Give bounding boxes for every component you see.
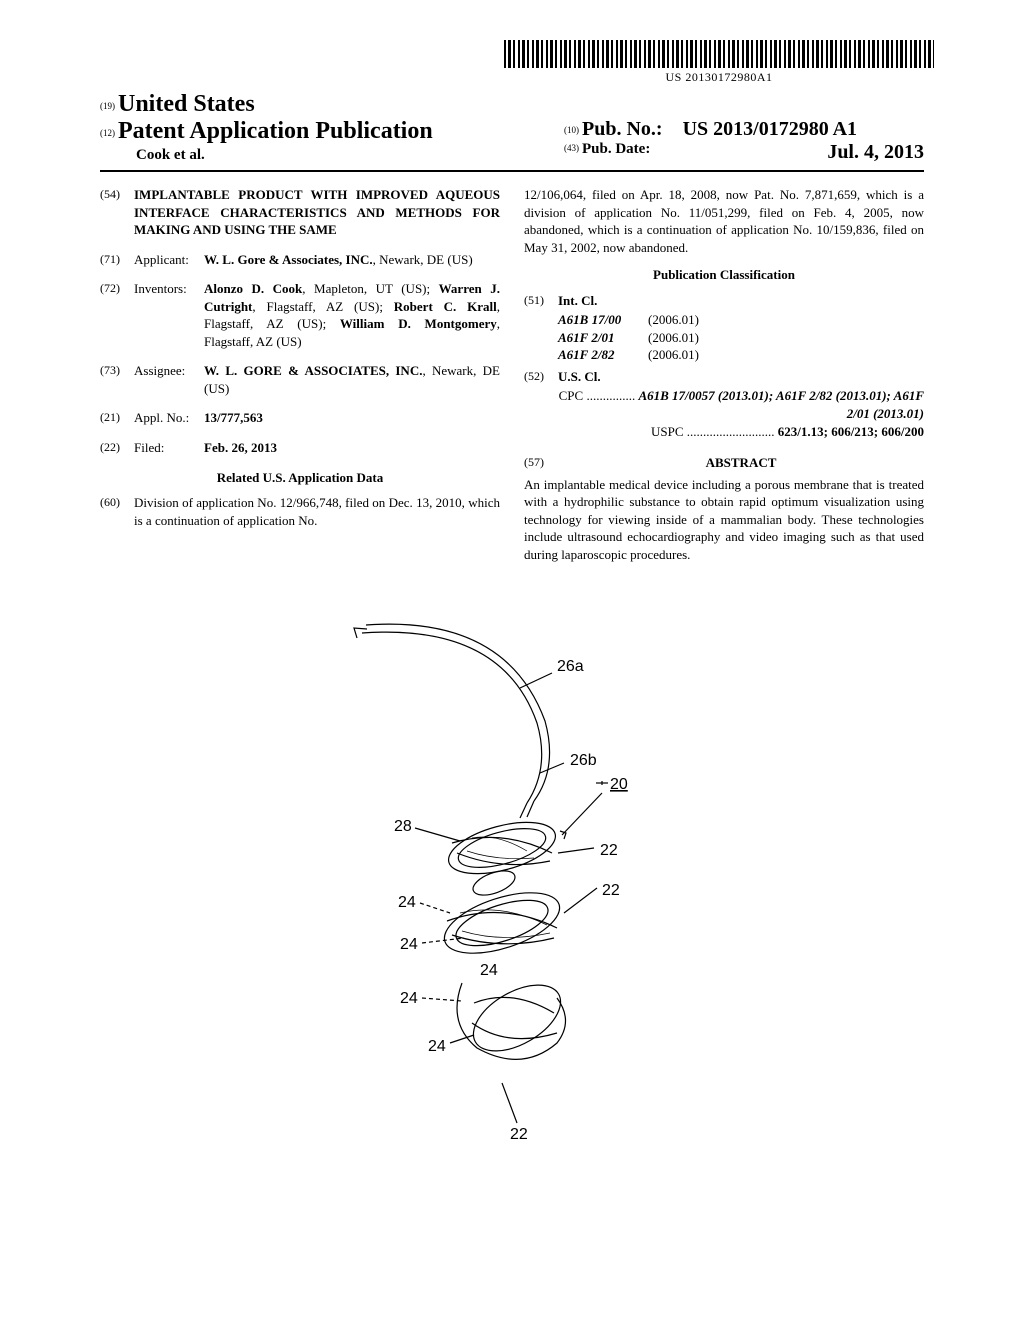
fig-label: 22 xyxy=(510,1126,528,1143)
abstract-text: An implantable medical device including … xyxy=(524,476,924,564)
assignee-num: (73) xyxy=(100,362,134,397)
inventors-list: Alonzo D. Cook, Mapleton, UT (US); Warre… xyxy=(204,280,500,350)
inventor-name: Robert C. Krall xyxy=(394,299,497,314)
intcl-year: (2006.01) xyxy=(648,311,699,329)
pubno-label: Pub. No.: xyxy=(582,118,663,140)
inventor-name: Alonzo D. Cook xyxy=(204,281,302,296)
fig-label: 28 xyxy=(394,818,412,835)
cpc-line: CPC ............... A61B 17/0057 (2013.0… xyxy=(558,387,924,422)
pubdate-label: Pub. Date: xyxy=(582,141,650,157)
pubno-num: (10) xyxy=(564,125,579,135)
fig-label: 22 xyxy=(602,882,620,899)
fig-label: 24 xyxy=(400,990,418,1007)
pubno: US 2013/0172980 A1 xyxy=(683,118,857,140)
inventors-num: (72) xyxy=(100,280,134,350)
related-cont: 12/106,064, filed on Apr. 18, 2008, now … xyxy=(524,186,924,256)
filed-date: Feb. 26, 2013 xyxy=(204,439,500,457)
inventor-loc: , Flagstaff, AZ (US); xyxy=(252,299,383,314)
filed-label: Filed: xyxy=(134,439,204,457)
fig-label: 24 xyxy=(400,936,418,953)
country: United States xyxy=(118,91,255,117)
intcl-num: (51) xyxy=(524,292,558,310)
inventor-loc: , Mapleton, UT (US); xyxy=(302,281,430,296)
barcode-bars xyxy=(504,40,934,68)
barcode-text: US 20130172980A1 xyxy=(504,70,934,85)
applicant-loc: , Newark, DE (US) xyxy=(373,252,473,267)
fig-label: 24 xyxy=(398,894,416,911)
applno: 13/777,563 xyxy=(204,409,500,427)
abstract-num: (57) xyxy=(524,454,558,472)
right-column: 12/106,064, filed on Apr. 18, 2008, now … xyxy=(524,186,924,563)
fig-label: 24 xyxy=(480,962,498,979)
uspc-prefix: USPC ........................... xyxy=(651,424,775,439)
applicant-label: Applicant: xyxy=(134,251,204,269)
header: (19) United States (12) Patent Applicati… xyxy=(100,91,924,164)
doctype: Patent Application Publication xyxy=(118,118,433,144)
pubdate: Jul. 4, 2013 xyxy=(827,141,924,164)
fig-label: 26b xyxy=(570,752,597,769)
cpc-codes: A61B 17/0057 (2013.01); A61F 2/82 (2013.… xyxy=(638,388,924,421)
inventors-label: Inventors: xyxy=(134,280,204,350)
intcl-code: A61F 2/82 xyxy=(558,346,648,364)
intcl-year: (2006.01) xyxy=(648,329,699,347)
header-rule xyxy=(100,170,924,172)
classification-title: Publication Classification xyxy=(524,266,924,284)
title-num: (54) xyxy=(100,186,134,239)
doctype-num: (12) xyxy=(100,128,115,138)
related-text: Division of application No. 12/966,748, … xyxy=(134,494,500,529)
pubdate-num: (43) xyxy=(564,143,579,153)
authors: Cook et al. xyxy=(136,147,433,164)
body-columns: (54) IMPLANTABLE PRODUCT WITH IMPROVED A… xyxy=(100,186,924,563)
patent-figure: 26a 26b 20 22 22 28 24 24 24 24 24 22 xyxy=(100,603,924,1147)
filed-num: (22) xyxy=(100,439,134,457)
uspc-line: USPC ........................... 623/1.1… xyxy=(558,423,924,441)
assignee-label: Assignee: xyxy=(134,362,204,397)
related-title: Related U.S. Application Data xyxy=(100,469,500,487)
intcl-year: (2006.01) xyxy=(648,346,699,364)
assignee-name: W. L. GORE & ASSOCIATES, INC. xyxy=(204,363,422,378)
invention-title: IMPLANTABLE PRODUCT WITH IMPROVED AQUEOU… xyxy=(134,186,500,239)
inventor-name: William D. Montgomery xyxy=(340,316,497,331)
applicant-num: (71) xyxy=(100,251,134,269)
intcl-code: A61F 2/01 xyxy=(558,329,648,347)
cpc-prefix: CPC ............... xyxy=(559,388,636,403)
applno-label: Appl. No.: xyxy=(134,409,204,427)
uspc-codes: 623/1.13; 606/213; 606/200 xyxy=(778,424,924,439)
left-column: (54) IMPLANTABLE PRODUCT WITH IMPROVED A… xyxy=(100,186,500,563)
intcl-code: A61B 17/00 xyxy=(558,311,648,329)
applicant-name: W. L. Gore & Associates, INC. xyxy=(204,252,373,267)
intcl-list: A61B 17/00(2006.01) A61F 2/01(2006.01) A… xyxy=(558,311,924,364)
barcode-region: US 20130172980A1 xyxy=(100,40,934,85)
fig-label: 20 xyxy=(610,776,628,793)
related-num: (60) xyxy=(100,494,134,529)
intcl-label: Int. Cl. xyxy=(558,292,924,310)
abstract-label: ABSTRACT xyxy=(558,454,924,472)
uscl-num: (52) xyxy=(524,368,558,386)
uscl-label: U.S. Cl. xyxy=(558,368,924,386)
country-num: (19) xyxy=(100,101,115,111)
fig-label: 26a xyxy=(557,658,584,675)
applno-num: (21) xyxy=(100,409,134,427)
fig-label: 24 xyxy=(428,1038,446,1055)
fig-label: 22 xyxy=(600,842,618,859)
